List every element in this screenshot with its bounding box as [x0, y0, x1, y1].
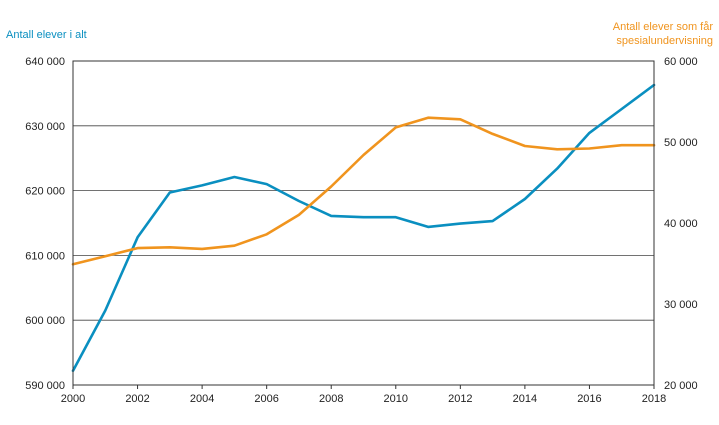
left-axis-title: Antall elever i alt	[6, 29, 87, 41]
left-tick-label: 620 000	[25, 186, 65, 198]
x-tick-label: 2016	[577, 393, 601, 405]
left-tick-label: 590 000	[25, 380, 65, 392]
right-axis-title-line: spesialundervisning	[616, 35, 713, 47]
grid	[73, 125, 654, 321]
x-tick-label: 2002	[125, 393, 149, 405]
right-tick-label: 30 000	[664, 299, 698, 311]
left-tick-label: 630 000	[25, 121, 65, 133]
right-tick-labels: 20 000 30 000 40 000 50 000 60 000	[664, 56, 698, 392]
left-tick-label: 600 000	[25, 315, 65, 327]
x-tick-label: 2004	[190, 393, 214, 405]
right-axis-title-line: Antall elever som får	[613, 21, 714, 33]
right-axis-title: Antall elever som får spesialundervisning	[613, 21, 714, 47]
x-tick-label: 2008	[319, 393, 343, 405]
x-tick-label: 2018	[642, 393, 666, 405]
x-tick-label: 2006	[254, 393, 278, 405]
x-tick-label: 2014	[513, 393, 537, 405]
left-tick-label: 640 000	[25, 56, 65, 68]
series-line-special	[71, 116, 656, 266]
left-tick-labels: 590 000 600 000 610 000 620 000 630 000 640 0…	[25, 56, 65, 392]
right-tick-label: 60 000	[664, 56, 698, 68]
plot-frame	[72, 60, 655, 386]
x-tick-label: 2012	[448, 393, 472, 405]
x-tick-labels: 2000 2002 2004 2006 2008 2010 2012 2014 2016 2018	[61, 385, 666, 405]
right-tick-label: 20 000	[664, 380, 698, 392]
right-tick-label: 50 000	[664, 137, 698, 149]
left-tick-label: 610 000	[25, 250, 65, 262]
right-tick-label: 40 000	[664, 218, 698, 230]
series-line-total	[71, 83, 656, 373]
x-tick-label: 2010	[384, 393, 408, 405]
series-lines	[71, 83, 656, 373]
x-tick-label: 2000	[61, 393, 85, 405]
